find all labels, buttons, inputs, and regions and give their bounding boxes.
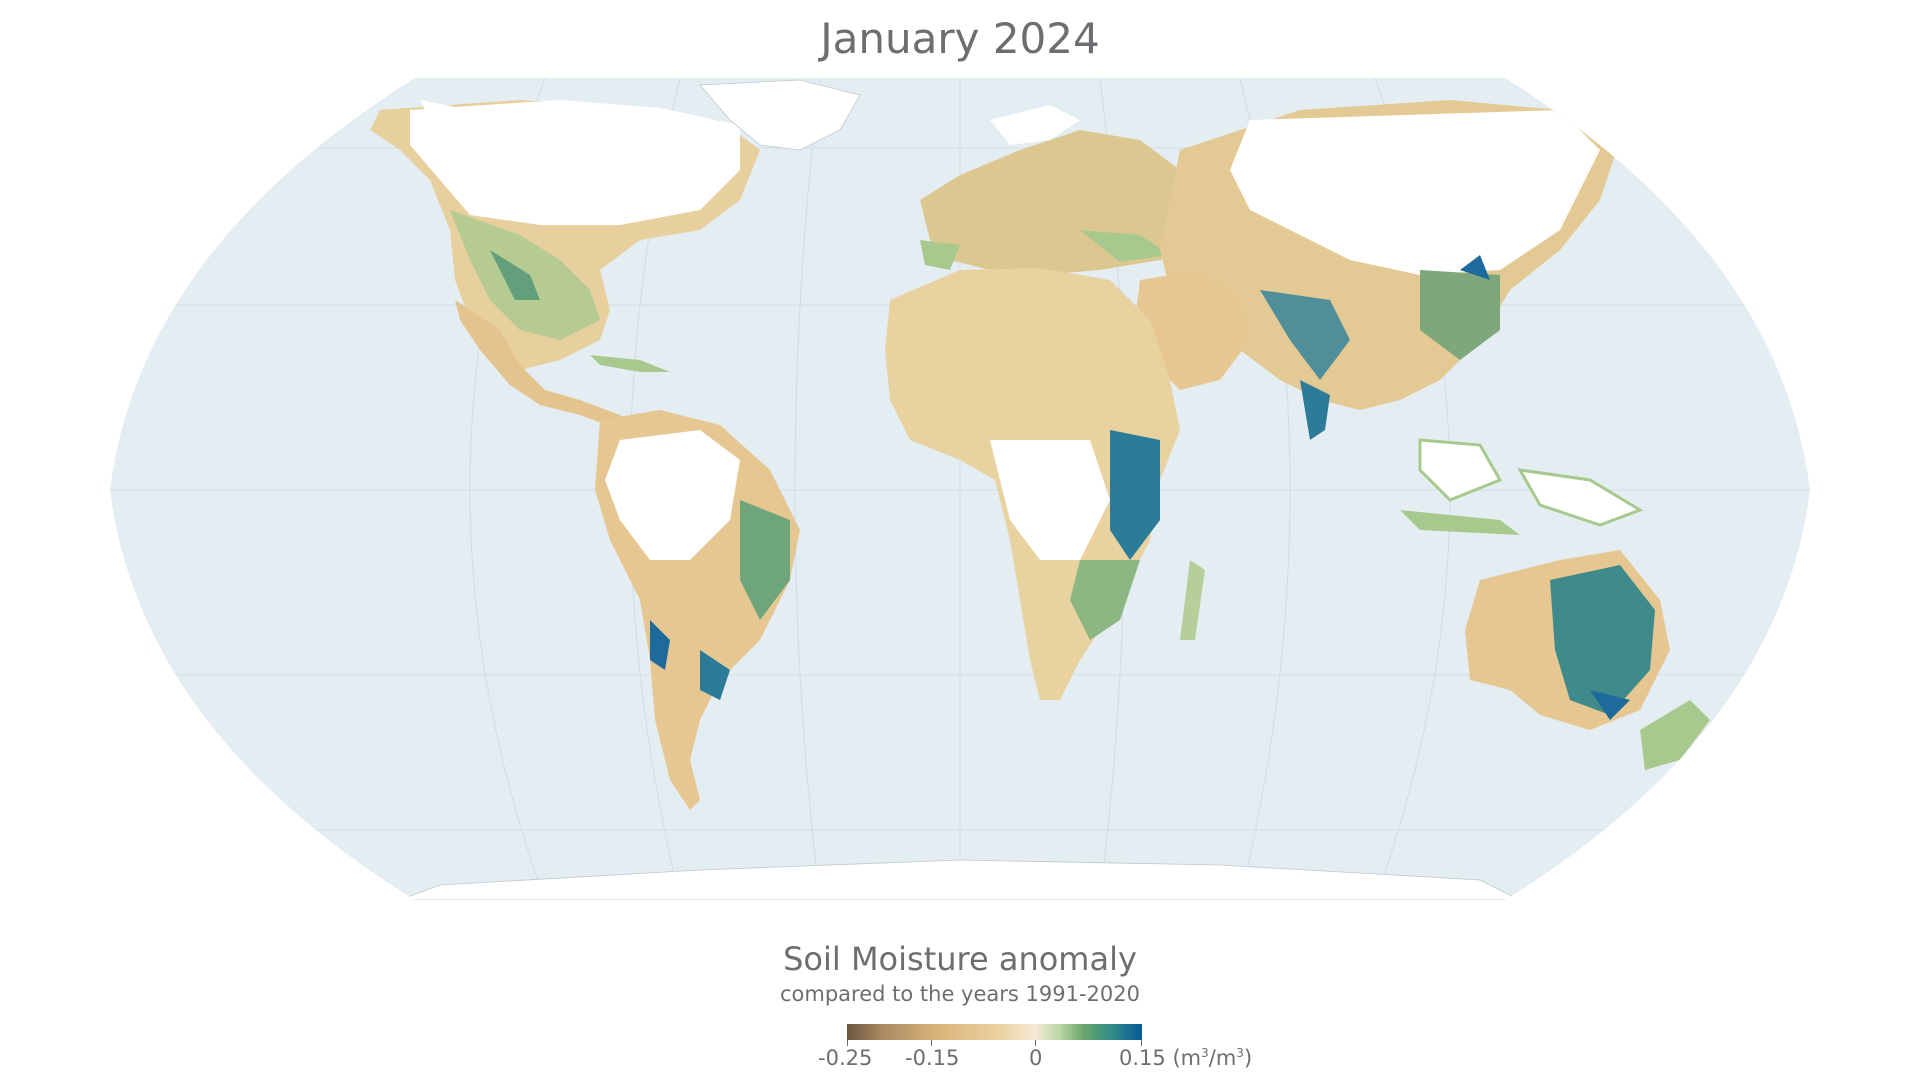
- southeast-asia: [1400, 438, 1644, 535]
- tick-mark: [931, 1040, 932, 1046]
- australia: [1465, 550, 1710, 770]
- legend-title: Soil Moisture anomaly: [783, 940, 1137, 978]
- europe: [920, 105, 1210, 275]
- asia: [1160, 100, 1620, 440]
- map-title: January 2024: [820, 14, 1100, 63]
- middle-east: [1135, 270, 1250, 390]
- tick-label-min: -0.25: [818, 1046, 873, 1070]
- tick-label-low: -0.15: [905, 1046, 960, 1070]
- tick-label-max: 0.15 (m3/m3): [1119, 1046, 1252, 1070]
- tick-mark: [847, 1040, 848, 1046]
- north-america: [370, 100, 760, 430]
- greenland: [699, 79, 861, 151]
- unit-label: (m3/m3): [1172, 1046, 1253, 1070]
- africa: [885, 268, 1205, 700]
- legend-colorbar: [847, 1024, 1142, 1040]
- tick-value: 0.15: [1119, 1046, 1166, 1070]
- antarctica: [399, 859, 1521, 900]
- tick-mark: [1141, 1040, 1142, 1046]
- legend-subtitle: compared to the years 1991-2020: [780, 982, 1140, 1006]
- south-america: [595, 410, 800, 810]
- tick-label-zero: 0: [1029, 1046, 1043, 1070]
- tick-mark: [1035, 1040, 1036, 1046]
